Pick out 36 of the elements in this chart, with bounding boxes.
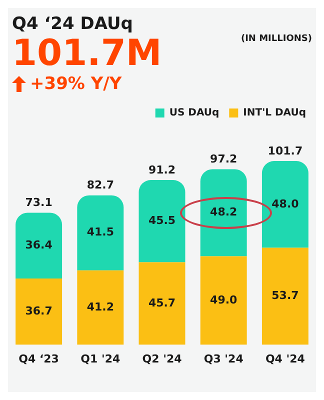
x-tick-label: Q1 '24: [80, 352, 120, 366]
data-label: 41.2: [86, 300, 114, 314]
data-label: 41.5: [86, 226, 114, 239]
bar: [262, 248, 308, 345]
text: (IN MILLIONS): [240, 34, 312, 44]
data-label: 48.2: [210, 206, 238, 219]
legend-label: INT'L DAUq: [243, 108, 306, 119]
data-label: 36.4: [25, 238, 53, 252]
total-label: 97.2: [210, 152, 238, 166]
bar: [138, 180, 186, 262]
total-label: 73.1: [25, 196, 52, 210]
bar: [200, 169, 247, 256]
x-tick-label: Q3 '24: [204, 352, 244, 366]
total-label: 82.7: [86, 178, 114, 192]
bar: [262, 161, 308, 248]
bar: [16, 278, 62, 345]
data-label: 48.0: [272, 197, 300, 210]
data-label: 49.0: [210, 293, 238, 306]
bar: [16, 212, 62, 278]
total-label: 91.2: [148, 163, 176, 176]
bar: [138, 262, 186, 345]
legend-label: US DAUq: [169, 108, 220, 119]
data-label: 36.7: [25, 304, 52, 318]
x-tick-label: Q2 '24: [142, 352, 182, 366]
bar: [200, 256, 247, 345]
data-label: 45.5: [148, 214, 176, 227]
text: +39% Y/Y: [30, 74, 122, 94]
bar: [77, 195, 124, 270]
total-label: 101.7: [268, 144, 303, 158]
data-label: 53.7: [272, 289, 299, 302]
chart-subtitle: 101.7M: [12, 33, 162, 74]
x-tick-label: Q4 '24: [265, 352, 306, 366]
chart-title: Q4 ‘24 DAUq: [12, 14, 134, 34]
bar: [77, 270, 124, 345]
data-label: 45.7: [148, 296, 176, 310]
x-tick-label: Q4 ‘23: [18, 352, 59, 366]
